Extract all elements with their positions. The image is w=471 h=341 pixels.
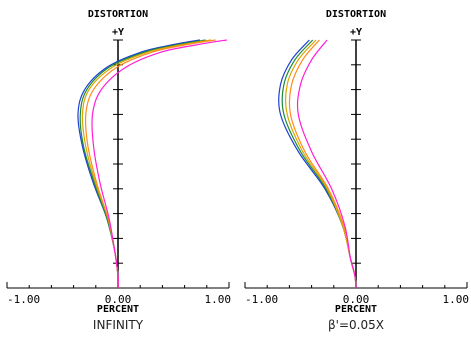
x-axis-label: PERCENT xyxy=(335,304,377,315)
x-axis-label: PERCENT xyxy=(97,304,139,315)
x-tick-label: 0.00 xyxy=(105,293,132,306)
chart-title: DISTORTION xyxy=(88,9,148,20)
x-tick-label: -1.00 xyxy=(7,293,40,306)
x-tick-label: -1.00 xyxy=(245,293,278,306)
series-line-2 xyxy=(281,39,357,289)
series-line-3 xyxy=(81,39,212,289)
series-line-5 xyxy=(296,39,357,289)
y-axis-label: +Y xyxy=(112,27,124,38)
series-line-3 xyxy=(284,39,357,289)
condition-label: INFINITY xyxy=(93,318,144,332)
y-axis-label: +Y xyxy=(350,27,362,38)
condition-label: β'=0.05X xyxy=(328,318,384,332)
x-tick-label: 1.00 xyxy=(443,293,470,306)
series-line-1 xyxy=(278,39,357,289)
series-line-4 xyxy=(84,39,216,289)
x-tick-label: 1.00 xyxy=(205,293,232,306)
chart-panel-1 xyxy=(6,39,230,289)
series-line-4 xyxy=(288,39,357,289)
chart-panel-2 xyxy=(244,39,468,289)
series-line-5 xyxy=(91,39,227,289)
chart-title: DISTORTION xyxy=(326,9,386,20)
x-tick-label: 0.00 xyxy=(343,293,370,306)
